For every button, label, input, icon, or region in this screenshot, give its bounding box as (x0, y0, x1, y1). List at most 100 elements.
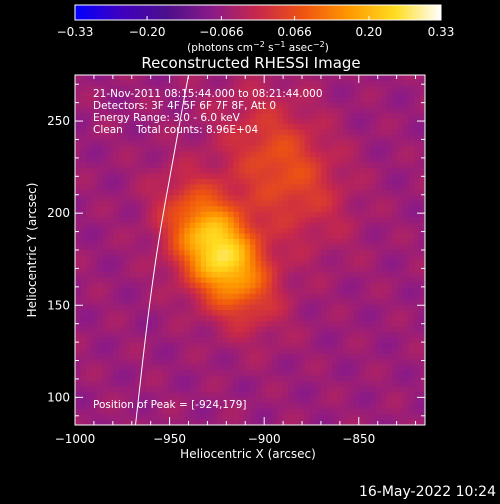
heatmap-cell (151, 200, 158, 207)
heatmap-cell (146, 250, 153, 257)
heatmap-cell (244, 157, 251, 164)
heatmap-cell (189, 239, 196, 246)
heatmap-cell (381, 113, 388, 120)
heatmap-cell (370, 348, 377, 355)
heatmap-cell (80, 222, 87, 229)
heatmap-cell (342, 146, 350, 153)
heatmap-cell (173, 414, 180, 421)
heatmap-cell (124, 151, 131, 158)
heatmap-cell (315, 386, 322, 393)
heatmap-cell (381, 239, 388, 246)
heatmap-cell (75, 250, 82, 257)
heatmap-cell (228, 244, 235, 251)
heatmap-cell (250, 337, 257, 344)
heatmap-cell (332, 326, 339, 333)
heatmap-cell (178, 200, 185, 207)
heatmap-cell (173, 228, 180, 235)
heatmap-cell (167, 310, 175, 317)
heatmap-cell (96, 282, 103, 289)
heatmap-cell (211, 233, 218, 240)
heatmap-cell (151, 96, 158, 103)
heatmap-cell (414, 113, 421, 120)
heatmap-cell (321, 299, 328, 306)
heatmap-cell (80, 266, 87, 273)
heatmap-cell (233, 310, 240, 317)
heatmap-cell (233, 288, 240, 295)
heatmap-cell (375, 129, 382, 136)
heatmap-cell (304, 135, 311, 142)
heatmap-cell (348, 162, 355, 169)
heatmap-cell (189, 364, 196, 371)
heatmap-cell (326, 233, 333, 240)
heatmap-cell (195, 337, 202, 344)
heatmap-cell (386, 419, 393, 425)
heatmap-cell (326, 403, 333, 410)
heatmap-cell (282, 146, 289, 153)
heatmap-cell (157, 233, 164, 240)
heatmap-cell (189, 348, 196, 355)
heatmap-cell (337, 419, 344, 425)
heatmap-cell (162, 370, 169, 377)
heatmap-cell (353, 178, 360, 185)
heatmap-cell (342, 375, 350, 382)
heatmap-cell (403, 157, 410, 164)
heatmap-cell (332, 184, 339, 191)
heatmap-cell (140, 129, 147, 136)
heatmap-cell (228, 211, 235, 218)
heatmap-cell (397, 277, 404, 284)
heatmap-cell (397, 332, 404, 339)
heatmap-cell (353, 299, 360, 306)
heatmap-cell (107, 151, 114, 158)
heatmap-cell (124, 381, 131, 388)
heatmap-cell (359, 124, 366, 131)
heatmap-cell (266, 403, 273, 410)
heatmap-cell (419, 348, 425, 355)
heatmap-cell (342, 293, 350, 300)
heatmap-cell (321, 178, 328, 185)
heatmap-cell (282, 386, 289, 393)
heatmap-cell (337, 157, 344, 164)
heatmap-cell (75, 211, 82, 218)
heatmap-cell (260, 326, 268, 333)
heatmap-cell (113, 277, 120, 284)
heatmap-cell (260, 255, 268, 262)
heatmap-cell (381, 228, 388, 235)
heatmap-cell (107, 392, 114, 399)
heatmap-cell (271, 206, 278, 213)
heatmap-cell (250, 299, 257, 306)
heatmap-cell (217, 189, 224, 196)
heatmap-cell (228, 271, 235, 278)
heatmap-cell (304, 228, 311, 235)
heatmap-cell (244, 408, 251, 415)
heatmap-cell (113, 392, 120, 399)
heatmap-cell (222, 260, 229, 268)
heatmap-cell (96, 206, 103, 213)
heatmap-cell (184, 353, 191, 360)
heatmap-cell (217, 337, 224, 344)
heatmap-cell (321, 85, 328, 93)
heatmap-cell (250, 195, 257, 202)
heatmap-cell (337, 282, 344, 289)
heatmap-cell (337, 113, 344, 120)
heatmap-cell (277, 397, 284, 404)
info-time-range: 21-Nov-2011 08:15:44.000 to 08:21:44.000 (93, 88, 323, 100)
heatmap-cell (403, 250, 410, 257)
heatmap-cell (129, 233, 136, 240)
heatmap-cell (392, 386, 399, 393)
heatmap-cell (414, 266, 421, 273)
heatmap-cell (397, 124, 404, 131)
heatmap-cell (364, 386, 371, 393)
heatmap-cell (178, 310, 185, 317)
heatmap-cell (233, 419, 240, 425)
heatmap-cell (244, 299, 251, 306)
heatmap-cell (250, 315, 257, 322)
heatmap-cell (250, 85, 257, 93)
heatmap-cell (282, 96, 289, 103)
heatmap-cell (195, 124, 202, 131)
heatmap-cell (200, 162, 207, 169)
heatmap-cell (118, 304, 125, 311)
heatmap-cell (288, 124, 295, 131)
heatmap-cell (332, 353, 339, 360)
heatmap-cell (299, 217, 306, 224)
heatmap-cell (244, 310, 251, 317)
